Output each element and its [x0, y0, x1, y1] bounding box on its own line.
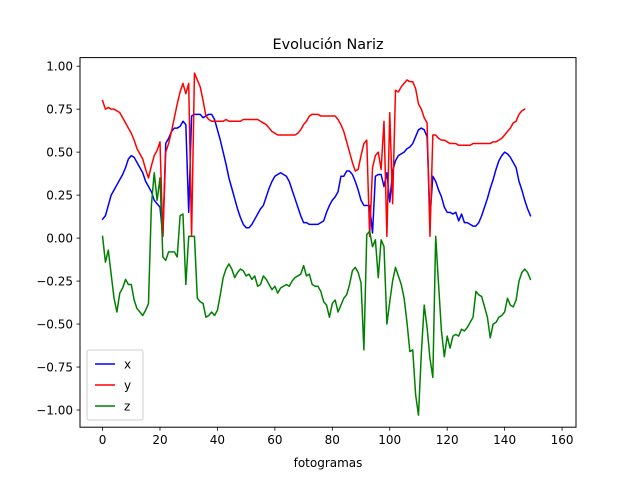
x-axis-label: fotogramas	[294, 456, 363, 470]
x-axis: 0 20 40 60 80 100 120 140 160	[99, 427, 574, 447]
series-line-z	[101, 172, 532, 416]
y-tick-label: −0.50	[36, 317, 73, 331]
y-tick-label: −1.00	[36, 403, 73, 417]
x-tick-label: 20	[152, 433, 167, 447]
y-tick-label: 1.00	[46, 59, 73, 73]
x-tick-label: 60	[267, 433, 282, 447]
legend-label-y: y	[124, 378, 131, 392]
y-tick-label: 0.75	[46, 102, 73, 116]
legend-label-z: z	[124, 399, 130, 413]
y-tick-label: −0.75	[36, 360, 73, 374]
x-tick-label: 160	[551, 433, 574, 447]
x-tick-label: 0	[99, 433, 107, 447]
x-tick-label: 80	[325, 433, 340, 447]
y-tick-label: −0.25	[36, 274, 73, 288]
y-tick-label: 0.00	[46, 231, 73, 245]
y-axis: −1.00 −0.75 −0.50 −0.25 0.00 0.25 0.50 0.75 1.00	[36, 59, 80, 417]
y-tick-label: 0.50	[46, 145, 73, 159]
x-tick-label: 40	[210, 433, 225, 447]
legend: xyz	[86, 349, 144, 421]
series-line-y	[101, 72, 526, 238]
series-layer	[101, 72, 532, 416]
plot-frame	[79, 57, 577, 428]
x-tick-label: 100	[378, 433, 401, 447]
chart-title: Evolución Nariz	[273, 37, 384, 53]
series-line-x	[101, 113, 532, 238]
x-tick-label: 120	[436, 433, 459, 447]
legend-label-x: x	[124, 357, 131, 371]
y-tick-label: 0.25	[46, 188, 73, 202]
x-tick-label: 140	[493, 433, 516, 447]
